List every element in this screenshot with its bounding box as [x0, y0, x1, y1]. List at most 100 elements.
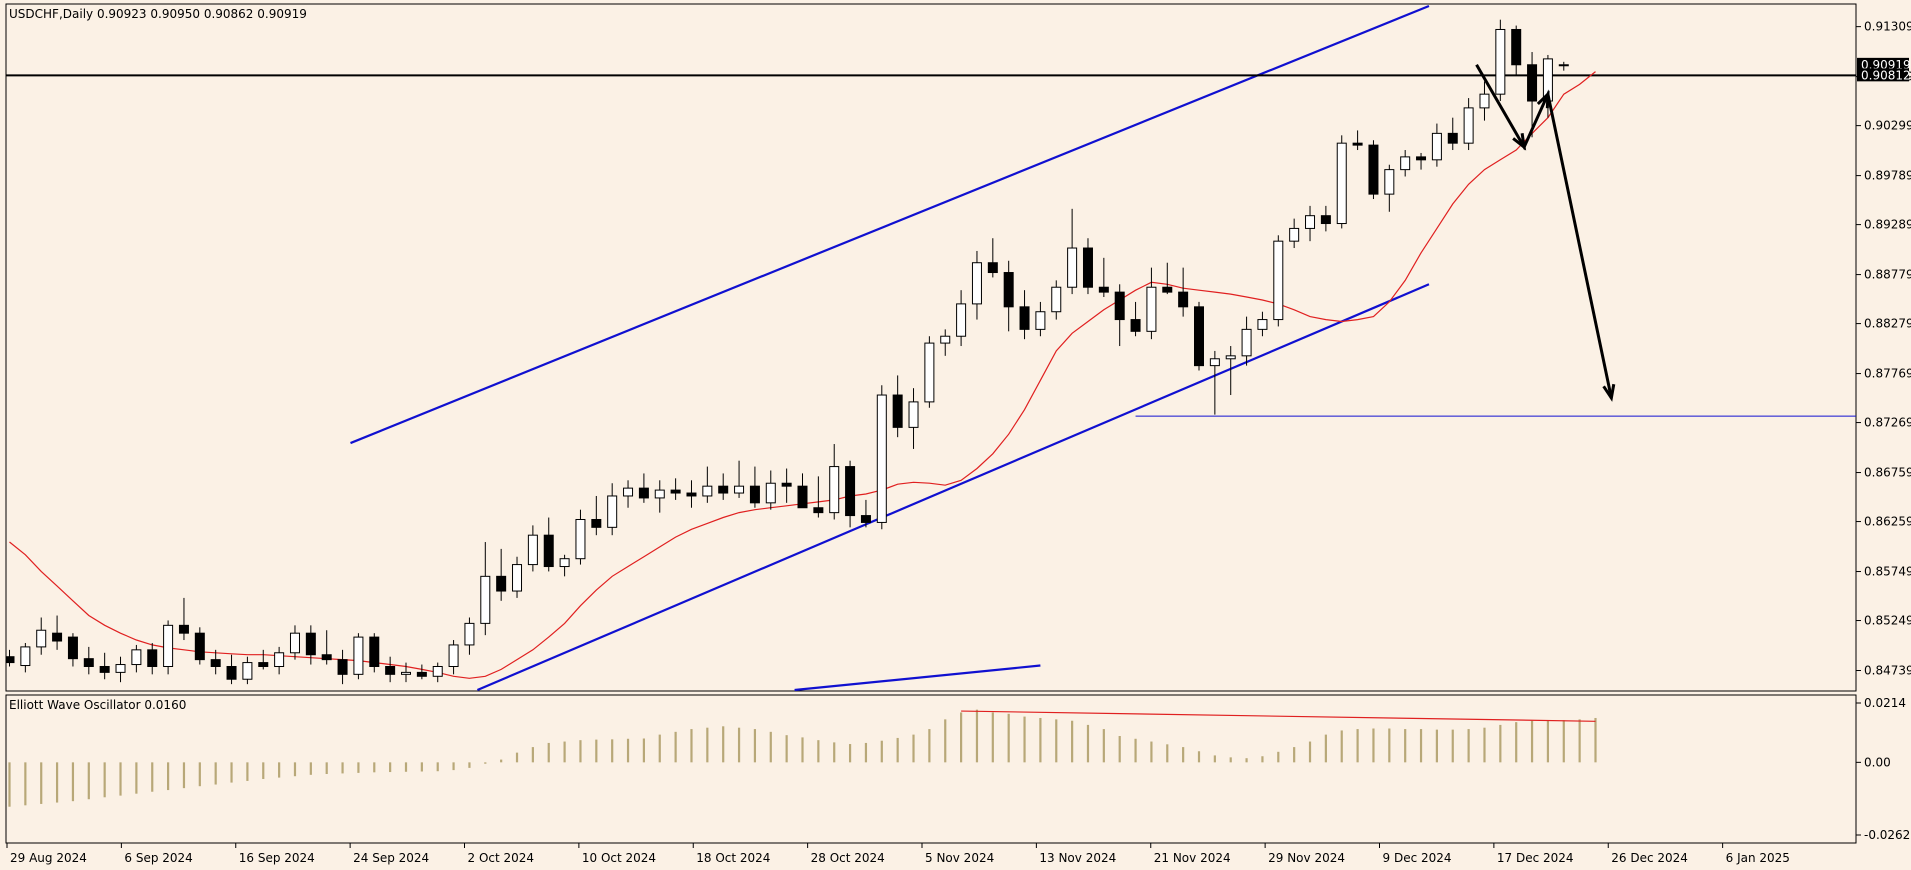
candle-up-body [289, 632, 300, 654]
candle-up-body [829, 466, 840, 514]
candle [1527, 52, 1538, 138]
candle-down-body [147, 649, 158, 667]
candle-up-body [1336, 142, 1347, 225]
candle-down-body [1082, 247, 1093, 288]
candle-up-body [1558, 64, 1569, 67]
candle [1257, 311, 1268, 337]
candle-up-body [654, 489, 665, 499]
candle [971, 250, 982, 320]
candle-up-body [908, 401, 919, 428]
time-axis-label: 26 Dec 2024 [1611, 851, 1688, 865]
candle-down-body [258, 662, 269, 667]
candle-up-body [432, 665, 443, 677]
candle [527, 525, 538, 572]
candle [512, 556, 523, 598]
price-tick-label: 0.87769 [1864, 367, 1911, 381]
time-axis-label: 29 Nov 2024 [1268, 851, 1345, 865]
price-tick-label: 0.89289 [1864, 218, 1911, 232]
candle-down-body [1194, 306, 1204, 367]
current-price-label-box [1857, 57, 1909, 71]
candle [1400, 150, 1411, 177]
time-axis-label: 6 Jan 2025 [1726, 851, 1790, 865]
candle [1194, 301, 1204, 371]
candle-up-body [1431, 132, 1442, 161]
candle [1368, 140, 1379, 200]
candle [401, 662, 411, 683]
price-tick-label: 0.91309 [1864, 20, 1911, 34]
candle-up-body [1257, 319, 1268, 330]
candle [1558, 61, 1569, 71]
candle [464, 617, 475, 655]
candle-down-body [496, 575, 507, 592]
candle [1082, 238, 1093, 295]
candle-up-body [559, 558, 570, 568]
price-panel-frame [5, 3, 1857, 692]
oscillator-tick-label: -0.0262 [1864, 828, 1910, 842]
horizontal-level-label-box [1857, 68, 1909, 82]
candle-down-body [860, 515, 871, 523]
candle-up-body [1289, 227, 1300, 242]
candle-up-body [353, 636, 364, 675]
candle [226, 654, 237, 685]
candle-down-body [1416, 156, 1427, 161]
candle [321, 630, 332, 665]
price-tick-label: 0.87269 [1864, 416, 1911, 430]
candle-down-body [987, 262, 998, 274]
candle-down-body [1003, 272, 1014, 308]
candle-down-body [749, 485, 760, 504]
candle [1336, 135, 1347, 229]
candle [385, 656, 396, 683]
oscillator-panel-frame [5, 694, 1857, 844]
candle [1479, 81, 1490, 121]
candle [1067, 208, 1078, 295]
candle [1178, 267, 1189, 317]
candle [99, 652, 110, 680]
candle-up-body [734, 485, 745, 494]
candle [781, 468, 792, 503]
candle [131, 644, 142, 673]
candle [908, 388, 919, 449]
oscillator-tick-label: 0.0214 [1864, 696, 1906, 710]
horizontal-level-label: 0.90812 [1861, 68, 1911, 82]
candle [1035, 301, 1046, 337]
candle-down-body [226, 665, 237, 680]
candle-up-body [1146, 286, 1157, 332]
candle [654, 480, 665, 513]
candle [305, 625, 316, 665]
time-axis-label: 21 Nov 2024 [1154, 851, 1231, 865]
time-axis-label: 24 Sep 2024 [353, 851, 429, 865]
candle [734, 460, 745, 498]
candle [1431, 123, 1442, 167]
candle [575, 509, 586, 565]
candle [1051, 280, 1062, 320]
candle [115, 656, 126, 683]
candle-up-body [242, 662, 253, 680]
candle-up-body [924, 342, 935, 403]
candle-up-body [163, 624, 174, 667]
time-axis-label: 10 Oct 2024 [582, 851, 656, 865]
candle [416, 664, 427, 680]
symbol-header: USDCHF,Daily 0.90923 0.90950 0.90862 0.9… [9, 7, 307, 21]
candle-down-body [194, 632, 205, 661]
candle [670, 478, 681, 500]
candle [623, 480, 634, 508]
channel-line [476, 283, 1430, 691]
candle [1289, 218, 1300, 249]
candle-up-body [1225, 355, 1236, 360]
candle [718, 473, 729, 500]
candle [591, 495, 602, 536]
channel-line [350, 4, 1430, 445]
candle-up-body [1384, 169, 1395, 195]
candle-up-body [527, 534, 538, 566]
candle [353, 633, 364, 680]
candle [1447, 117, 1458, 151]
price-tick-label: 0.85749 [1864, 565, 1911, 579]
candle-down-body [83, 658, 94, 667]
candle-up-body [623, 487, 634, 497]
candle-down-body [781, 482, 792, 487]
candle [1416, 152, 1427, 170]
candle-up-body [1067, 247, 1078, 288]
candle [1305, 205, 1316, 242]
candle-up-body [1273, 240, 1284, 321]
candle [607, 483, 618, 536]
